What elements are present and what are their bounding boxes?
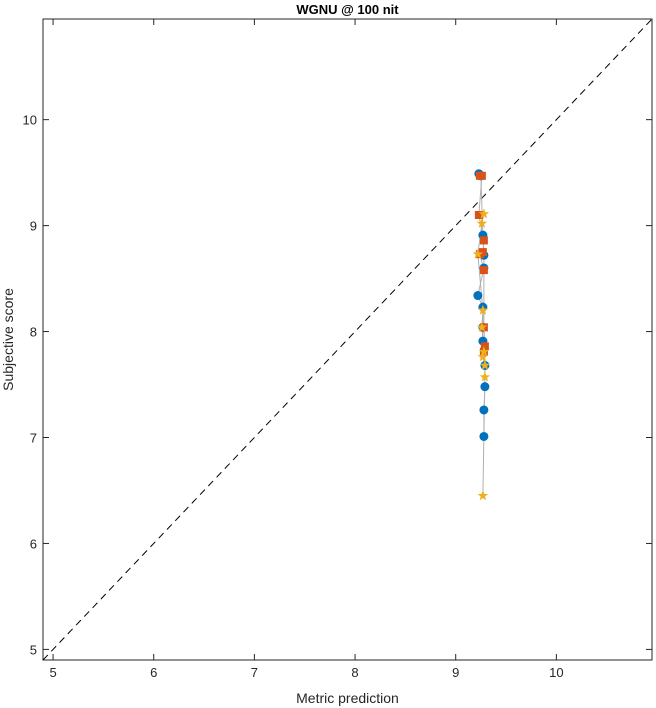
data-point-square <box>477 171 486 180</box>
y-axis-label: Subjective score <box>0 288 16 391</box>
data-point-star <box>476 217 488 228</box>
x-tick-label: 9 <box>452 665 459 680</box>
data-point-star <box>479 359 491 370</box>
x-axis-ticks: 5 6 7 8 9 10 <box>49 19 564 680</box>
data-point-star <box>479 371 491 382</box>
identity-diagonal-line <box>42 18 653 661</box>
data-point-square <box>479 266 488 275</box>
data-point-star <box>476 321 488 332</box>
data-point-circle <box>479 405 489 415</box>
y-axis-ticks: 5 6 7 8 9 10 <box>23 113 652 657</box>
data-point-star <box>477 351 489 362</box>
y-tick-label: 10 <box>23 113 37 128</box>
data-point-circle <box>473 291 483 301</box>
data-point-star <box>477 304 489 315</box>
data-point-star <box>472 248 484 259</box>
data-point-square <box>479 236 488 245</box>
data-point-circle <box>480 382 490 392</box>
data-point-circle <box>479 431 489 441</box>
data-point-star <box>478 208 490 219</box>
y-tick-label: 9 <box>30 219 37 234</box>
x-axis-label: Metric prediction <box>296 690 399 706</box>
data-point-star <box>478 346 490 357</box>
y-tick-label: 6 <box>30 536 37 551</box>
data-point-square <box>474 211 483 220</box>
y-tick-label: 5 <box>30 642 37 657</box>
data-points <box>472 169 491 501</box>
data-point-square <box>480 342 489 351</box>
chart-title: WGNU @ 100 nit <box>296 2 399 17</box>
x-tick-label: 10 <box>549 665 563 680</box>
x-tick-label: 6 <box>150 665 157 680</box>
x-tick-label: 5 <box>49 665 56 680</box>
x-tick-label: 8 <box>351 665 358 680</box>
x-tick-label: 7 <box>251 665 258 680</box>
y-tick-label: 8 <box>30 325 37 340</box>
data-point-star <box>477 490 489 501</box>
y-tick-label: 7 <box>30 431 37 446</box>
